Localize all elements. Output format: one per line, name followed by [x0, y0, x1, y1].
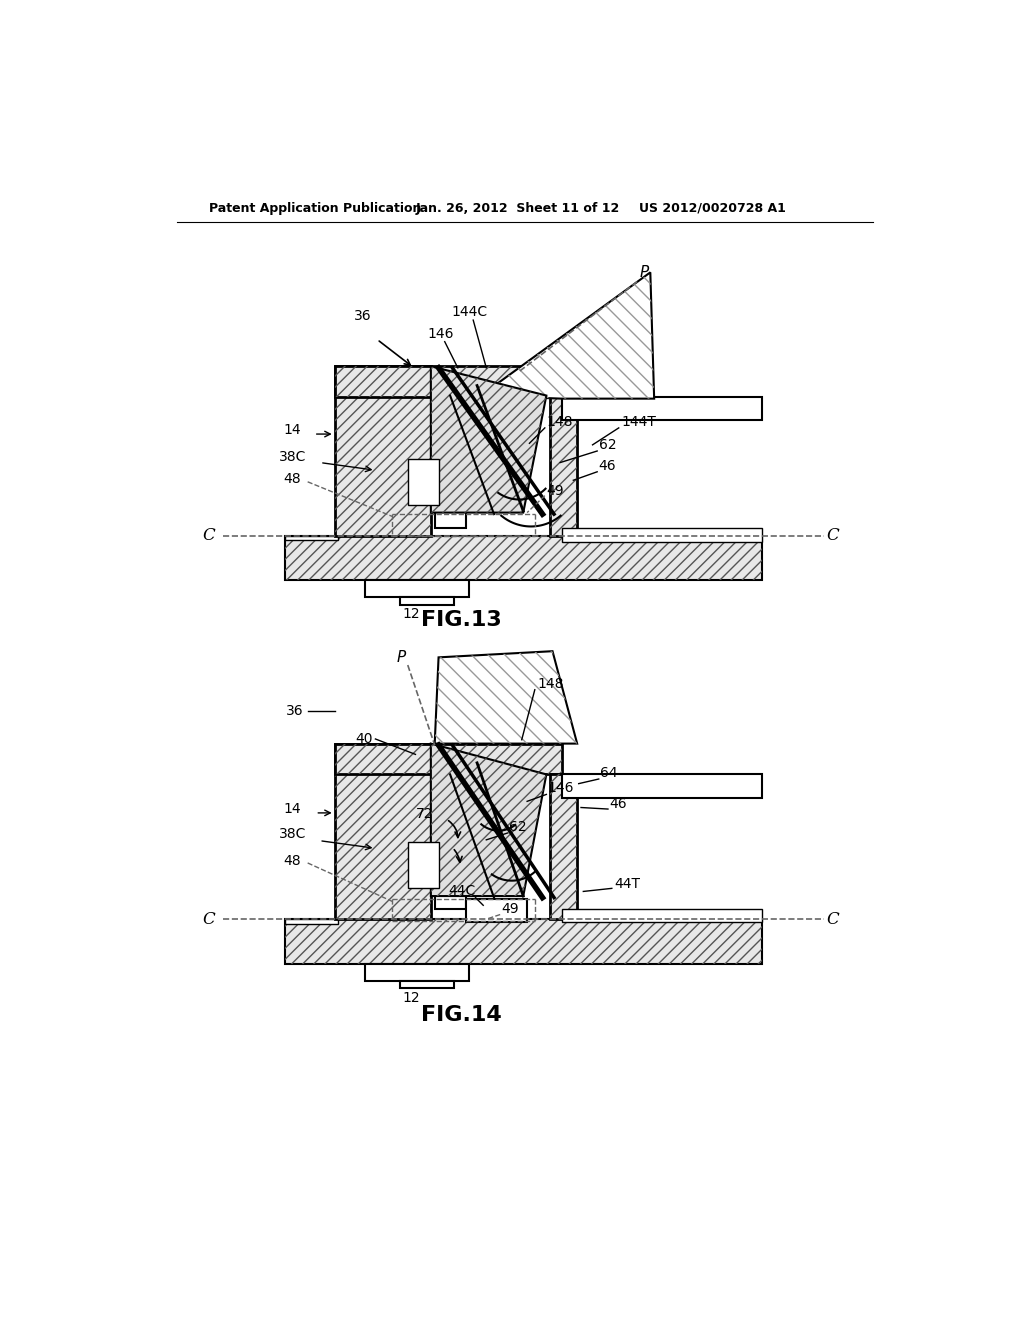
Bar: [335, 743, 562, 775]
Text: FIG.13: FIG.13: [421, 610, 502, 631]
Bar: [400, 597, 454, 605]
Bar: [562, 775, 762, 797]
Text: C: C: [203, 527, 215, 544]
Text: P: P: [397, 649, 407, 665]
Bar: [285, 919, 762, 964]
Bar: [335, 743, 562, 775]
Bar: [466, 899, 527, 923]
Text: 46: 46: [609, 797, 627, 810]
Text: 49: 49: [547, 484, 564, 498]
Bar: [400, 981, 454, 989]
Text: 40: 40: [355, 733, 373, 746]
Text: 12: 12: [402, 991, 421, 1005]
Bar: [550, 397, 578, 536]
Bar: [562, 909, 762, 923]
Text: 144C: 144C: [452, 305, 487, 319]
Text: US 2012/0020728 A1: US 2012/0020728 A1: [639, 202, 785, 215]
Text: 146: 146: [428, 327, 454, 341]
Bar: [562, 397, 762, 420]
Bar: [285, 536, 762, 581]
Bar: [366, 581, 469, 598]
Text: 12: 12: [402, 607, 421, 622]
Text: 36: 36: [354, 309, 372, 323]
Text: 46: 46: [599, 459, 616, 474]
Text: 49: 49: [502, 902, 519, 916]
Text: 14: 14: [284, 803, 301, 816]
Text: Patent Application Publication: Patent Application Publication: [209, 202, 422, 215]
Polygon shape: [431, 743, 547, 896]
Text: 64: 64: [600, 766, 617, 780]
Text: C: C: [826, 527, 840, 544]
Text: 148: 148: [547, 414, 572, 429]
Text: 72: 72: [416, 808, 433, 821]
Bar: [435, 416, 466, 528]
Bar: [335, 743, 431, 919]
Bar: [285, 536, 762, 581]
Text: P: P: [640, 265, 649, 280]
Polygon shape: [481, 272, 654, 399]
Bar: [562, 528, 762, 543]
Text: 48: 48: [284, 471, 301, 486]
Text: 62: 62: [509, 820, 527, 834]
Text: FIG.14: FIG.14: [421, 1005, 502, 1024]
Text: 14: 14: [284, 424, 301, 437]
Text: 38C: 38C: [279, 828, 306, 841]
Bar: [335, 367, 562, 397]
Bar: [335, 743, 431, 919]
Text: 44T: 44T: [614, 876, 640, 891]
Bar: [435, 797, 466, 909]
Text: 48: 48: [284, 854, 301, 867]
Bar: [335, 367, 562, 397]
Bar: [366, 964, 469, 981]
Polygon shape: [435, 651, 578, 743]
Text: Jan. 26, 2012  Sheet 11 of 12: Jan. 26, 2012 Sheet 11 of 12: [416, 202, 620, 215]
Bar: [550, 775, 578, 919]
Text: 148: 148: [538, 677, 563, 690]
Bar: [408, 459, 438, 506]
Text: 44C: 44C: [449, 884, 475, 899]
Text: C: C: [826, 911, 840, 928]
Text: 36: 36: [286, 705, 303, 718]
Bar: [550, 397, 578, 536]
Bar: [335, 367, 431, 536]
Bar: [408, 842, 438, 888]
Text: 62: 62: [599, 438, 616, 451]
Text: C: C: [203, 911, 215, 928]
Text: 144T: 144T: [622, 414, 656, 429]
Bar: [285, 919, 762, 964]
Bar: [550, 775, 578, 919]
Text: 146: 146: [548, 781, 574, 795]
Polygon shape: [431, 367, 547, 512]
Bar: [285, 536, 339, 540]
Bar: [335, 367, 431, 536]
Bar: [285, 919, 339, 924]
Text: 38C: 38C: [279, 450, 306, 465]
